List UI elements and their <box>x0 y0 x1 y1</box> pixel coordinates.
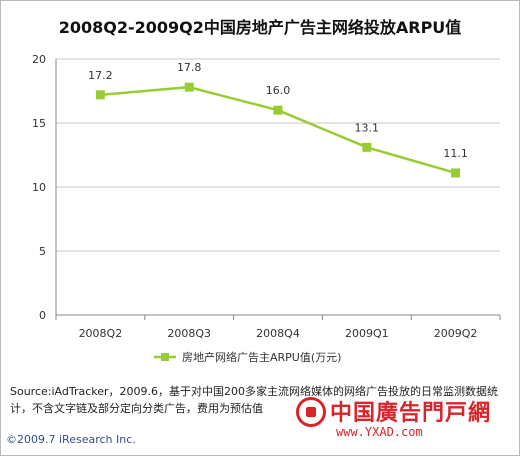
data-point <box>184 82 194 92</box>
data-point <box>273 105 283 115</box>
data-label: 13.1 <box>355 121 380 134</box>
data-label: 11.1 <box>443 147 468 160</box>
y-tick-label: 15 <box>32 117 46 130</box>
x-tick-labels: 2008Q2 2008Q3 2008Q4 2009Q1 2009Q2 <box>79 327 478 340</box>
legend-marker <box>161 353 169 361</box>
grid-lines <box>56 58 500 252</box>
source-line-1: Source:iAdTracker，2009.6，基于对中国200多家主流网络媒… <box>10 385 499 398</box>
source-line-2: 计，不含文字链及部分定向分类广告，费用为预估值 <box>10 402 263 415</box>
chart-title: 2008Q2-2009Q2中国房地产广告主网络投放ARPU值 <box>58 18 462 37</box>
watermark-logo-icon <box>296 397 326 427</box>
data-labels: 17.2 17.8 16.0 13.1 11.1 <box>88 61 468 160</box>
legend: 房地产网络广告主ARPU值(万元) <box>154 350 341 364</box>
data-label: 16.0 <box>266 84 291 97</box>
watermark-url: www.YXAD.com <box>336 425 423 439</box>
x-tick-label: 2008Q3 <box>167 327 211 340</box>
x-tick-label: 2009Q1 <box>345 327 389 340</box>
legend-label: 房地产网络广告主ARPU值(万元) <box>182 350 341 364</box>
x-tick-label: 2008Q2 <box>79 327 123 340</box>
data-label: 17.2 <box>88 69 113 82</box>
y-tick-label: 10 <box>32 181 46 194</box>
data-label: 17.8 <box>177 61 202 74</box>
axes <box>55 59 501 320</box>
y-tick-label: 5 <box>39 245 46 258</box>
y-tick-label: 0 <box>39 309 46 322</box>
series-line-0 <box>100 85 456 175</box>
data-point <box>451 168 461 178</box>
watermark: 中国廣告門戸網 www.YXAD.com <box>296 393 510 443</box>
watermark-title: 中国廣告門戸網 <box>330 400 492 426</box>
x-tick-label: 2008Q4 <box>256 327 300 340</box>
y-tick-label: 20 <box>32 53 46 66</box>
data-point <box>95 90 105 100</box>
data-point <box>362 142 372 152</box>
copyright: ©2009.7 iResearch Inc. <box>6 433 136 446</box>
series-line <box>95 82 461 178</box>
x-tick-label: 2009Q2 <box>434 327 478 340</box>
y-tick-labels: 0 5 10 15 20 <box>32 53 46 322</box>
source-note: Source:iAdTracker，2009.6，基于对中国200多家主流网络媒… <box>10 383 510 417</box>
